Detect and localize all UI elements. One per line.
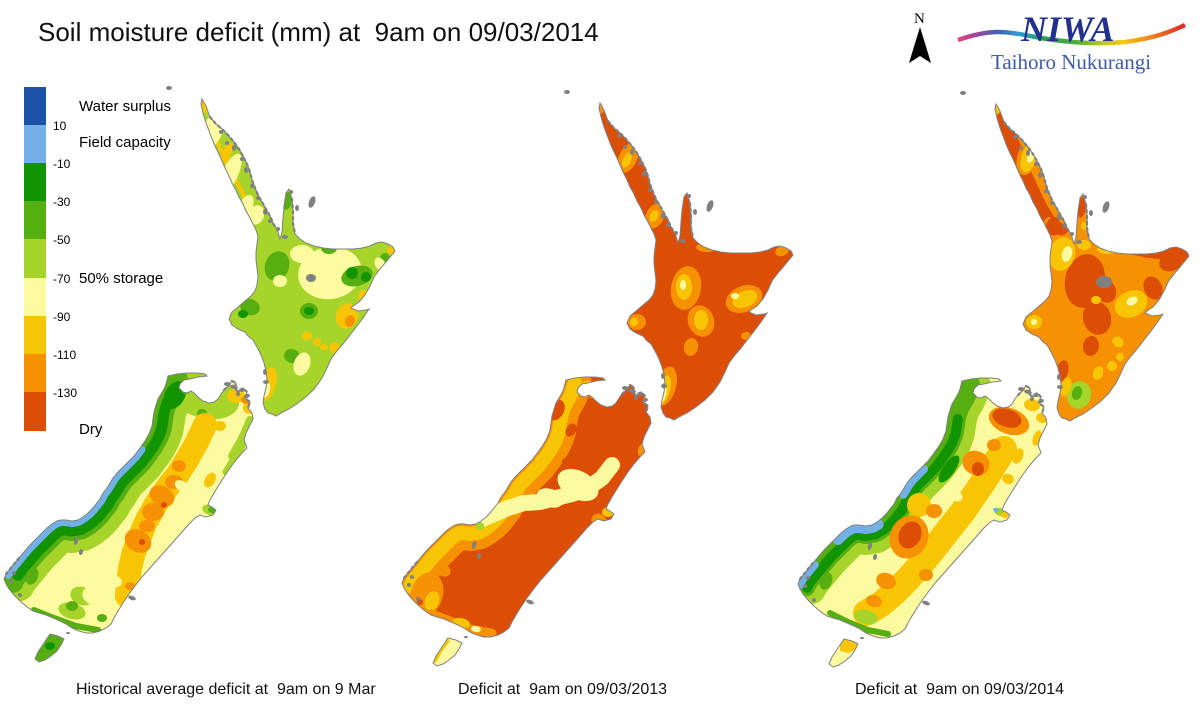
- svg-text:N: N: [914, 11, 925, 27]
- svg-text:NIWA: NIWA: [1020, 9, 1114, 49]
- svg-text:Taihoro Nukurangi: Taihoro Nukurangi: [991, 50, 1151, 74]
